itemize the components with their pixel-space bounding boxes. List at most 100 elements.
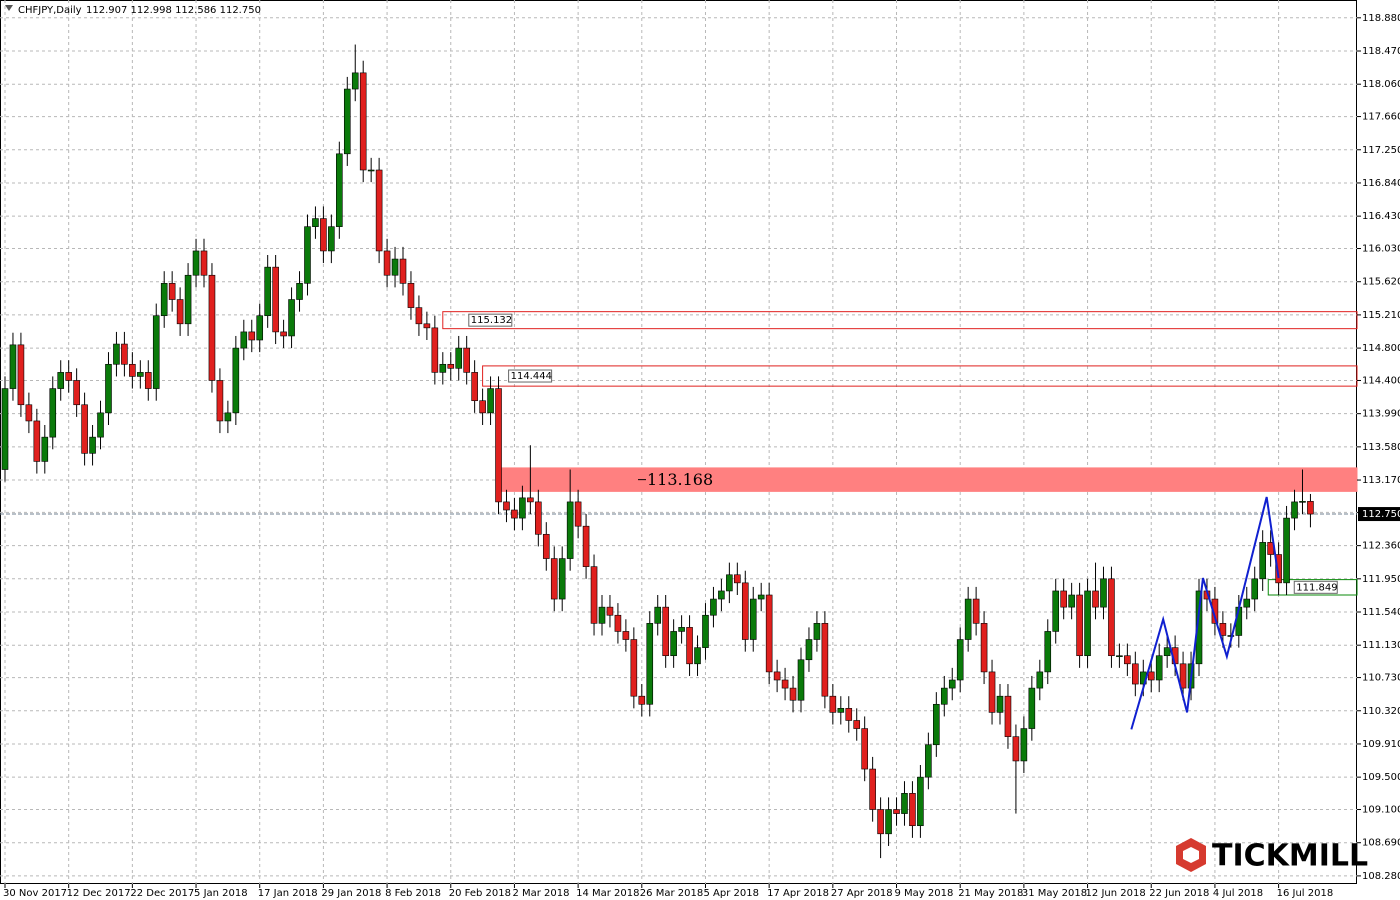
candle-body	[654, 606, 662, 624]
y-tick-label: 111.950	[1362, 574, 1400, 585]
candle-body	[574, 501, 582, 527]
grid	[0, 0, 1357, 884]
candle-body	[519, 497, 526, 519]
y-tick-label: 116.840	[1362, 178, 1400, 189]
y-tick-label: 118.470	[1362, 46, 1400, 57]
zone-label: 115.132	[471, 315, 512, 326]
zigzag-line	[1130, 496, 1280, 730]
candle-body	[1211, 598, 1219, 624]
zone-label-box	[508, 369, 553, 383]
candle-body	[861, 728, 868, 770]
candle-body	[710, 598, 717, 616]
candle-body	[129, 363, 136, 377]
candle-body	[232, 347, 240, 414]
candle-body	[41, 436, 49, 462]
candle-body	[1132, 663, 1139, 685]
x-tick-label: 8 Feb 2018	[385, 888, 441, 899]
x-tick-label: 22 Jun 2018	[1149, 888, 1209, 899]
candle-body	[81, 404, 88, 454]
candle-body	[1219, 623, 1227, 636]
candle-body	[996, 695, 1004, 713]
x-tick-label: 30 Nov 2017	[3, 888, 67, 899]
candle-body	[1179, 663, 1187, 689]
zone	[498, 467, 1358, 492]
y-tick-label: 111.130	[1362, 640, 1400, 651]
x-tick-label: 17 Apr 2018	[767, 888, 829, 899]
candle-body	[845, 708, 853, 721]
candle-body	[439, 363, 447, 373]
candle-body	[431, 327, 439, 373]
zone	[442, 311, 1358, 330]
candle-body	[741, 582, 749, 640]
candle-body	[351, 72, 359, 90]
candle-body	[917, 776, 924, 827]
candle-body	[797, 659, 805, 701]
zone-label: 113.168	[647, 470, 713, 489]
candle-body	[1163, 647, 1171, 657]
y-tick-label: 109.100	[1362, 805, 1400, 816]
candle-body	[97, 412, 104, 438]
candle-body	[17, 344, 25, 406]
candle-body	[1028, 687, 1036, 729]
candle-body	[89, 436, 96, 454]
candle-body	[272, 266, 279, 333]
candle-body	[264, 266, 271, 317]
candle-body	[407, 283, 415, 308]
candle-body	[757, 594, 765, 600]
candle-body	[1147, 671, 1155, 681]
zone-label: 111.849	[1296, 582, 1337, 593]
candle-body	[49, 388, 57, 438]
candle-body	[320, 218, 327, 252]
candle-body	[1108, 578, 1115, 657]
zone	[482, 365, 1358, 387]
candle-body	[590, 566, 598, 624]
candle-body	[200, 250, 208, 276]
candle-body	[670, 631, 677, 657]
candle-body	[940, 687, 948, 705]
candle-body	[773, 671, 781, 681]
chart-subtitle: 112.907 112.998 112.586 112.750	[86, 5, 261, 16]
candle-body	[184, 274, 192, 325]
y-tick-label: 113.170	[1362, 475, 1400, 486]
candle-body	[383, 250, 391, 276]
candle-body	[726, 574, 733, 592]
candle-body	[105, 363, 112, 414]
x-tick-label: 22 Dec 2017	[130, 888, 194, 899]
candle-body	[853, 720, 861, 729]
candle-body	[1092, 590, 1099, 608]
candle-body	[57, 372, 65, 389]
candle-body	[240, 331, 248, 349]
zone-label-box	[468, 313, 513, 327]
y-tick-label: 110.320	[1362, 706, 1400, 717]
y-tick-label: 113.990	[1362, 409, 1400, 420]
candle-body	[304, 226, 311, 284]
candle-body	[447, 363, 455, 369]
candle-body	[933, 703, 940, 746]
candle-body	[885, 809, 892, 835]
candle-body	[598, 606, 606, 624]
candle-body	[1291, 501, 1298, 519]
candle-body	[1275, 554, 1282, 584]
x-tick-label: 29 Jan 2018	[321, 888, 381, 899]
candle-body	[25, 404, 33, 422]
y-tick-label: 108.690	[1362, 838, 1400, 849]
candle-body	[343, 88, 351, 155]
x-tick-label: 20 Feb 2018	[449, 888, 511, 899]
candle-body	[869, 768, 876, 810]
candle-body	[65, 372, 72, 381]
candle-body	[1068, 594, 1075, 608]
candle-body	[471, 372, 478, 402]
candle-body	[1124, 655, 1131, 665]
candle-body	[9, 344, 17, 389]
symbol-icon	[5, 5, 13, 11]
candle-body	[375, 169, 383, 252]
x-tick-label: 5 Apr 2018	[703, 888, 758, 899]
x-tick-label: 9 May 2018	[895, 888, 954, 899]
candle-body	[399, 258, 407, 284]
y-tick-label: 118.060	[1362, 79, 1400, 90]
candle-body	[216, 380, 224, 422]
candle-body	[734, 574, 741, 584]
candle-body	[479, 400, 486, 414]
candle-body	[948, 679, 956, 689]
